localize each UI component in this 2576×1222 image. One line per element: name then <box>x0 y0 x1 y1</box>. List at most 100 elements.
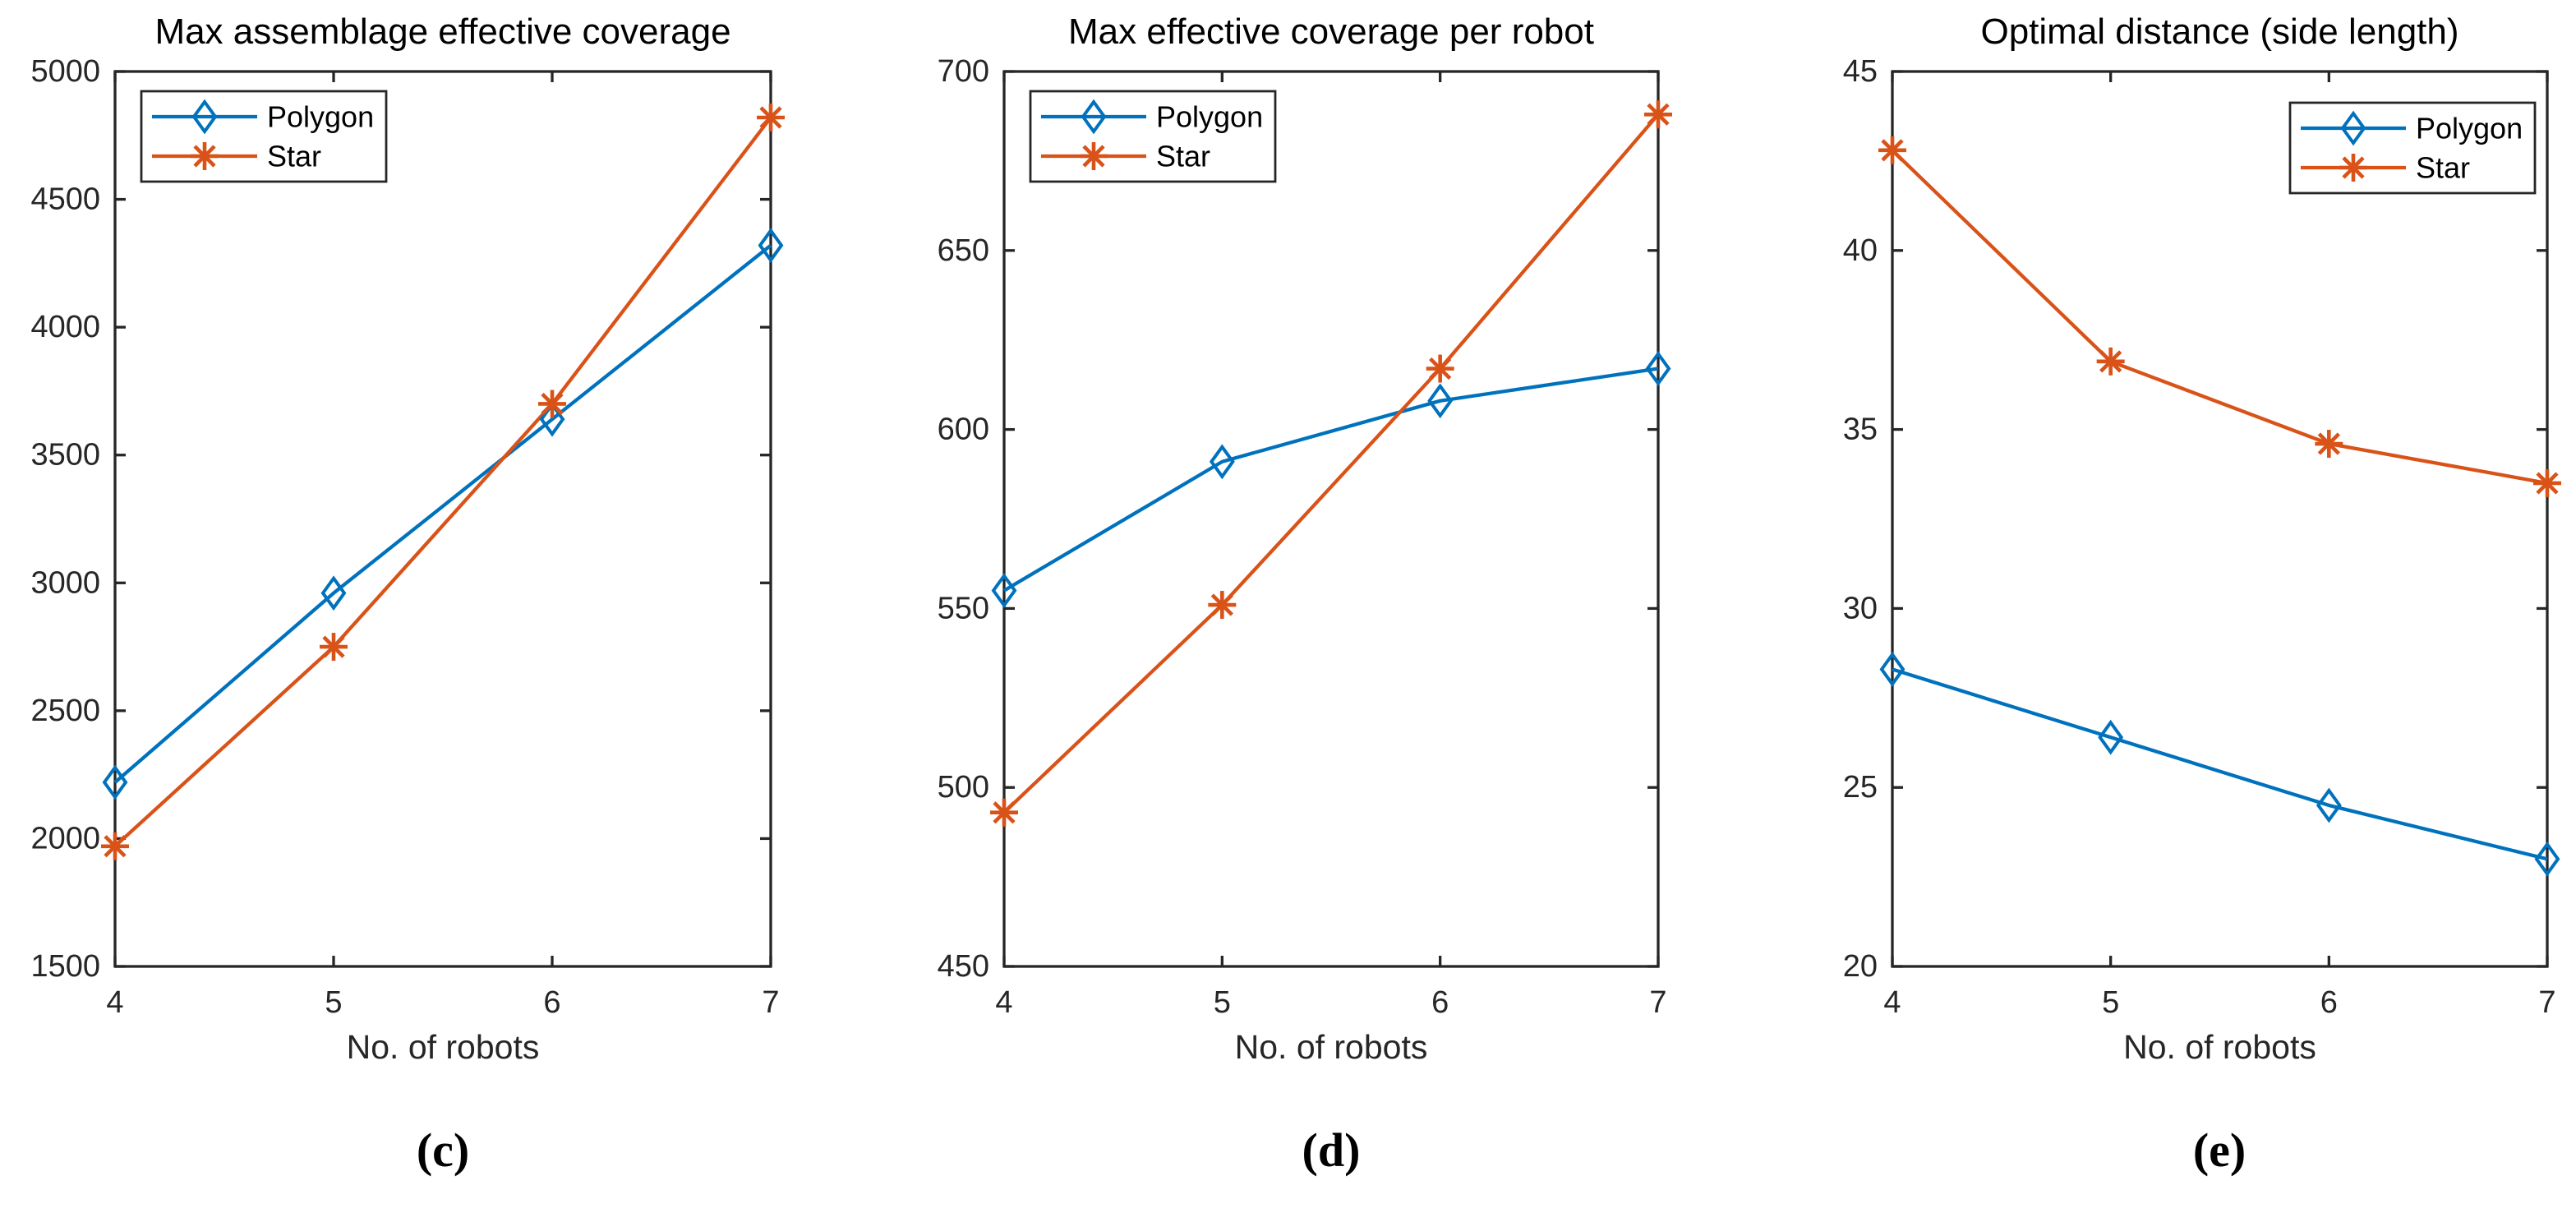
legend-box <box>140 90 388 183</box>
y-tick-label: 1500 <box>30 949 100 984</box>
x-axis-label: No. of robots <box>2123 1028 2316 1066</box>
series-line-polygon <box>113 243 772 784</box>
asterisk-arm <box>1082 145 1105 168</box>
series-marker-polygon <box>2316 787 2342 823</box>
y-tick-label: 4500 <box>30 182 100 217</box>
x-tick-label: 6 <box>543 985 560 1020</box>
series-marker-polygon <box>1645 351 1671 386</box>
series-marker-star <box>1426 354 1454 383</box>
caption-e: (e) <box>2192 1123 2247 1177</box>
series-marker-polygon <box>1209 444 1235 480</box>
series-line-star <box>113 116 772 848</box>
y-tick-label: 450 <box>938 949 989 984</box>
y-tick-label: 600 <box>938 413 989 447</box>
asterisk-arm <box>2536 472 2559 495</box>
series-marker-star <box>538 390 566 418</box>
x-tick-label: 6 <box>2320 985 2338 1020</box>
y-tick-label: 500 <box>938 770 989 805</box>
series-marker-polygon <box>1879 652 1906 687</box>
legend-box <box>2288 101 2537 195</box>
series-marker-polygon <box>991 573 1017 609</box>
series-marker-star <box>2315 430 2343 459</box>
asterisk-arm <box>2317 432 2340 455</box>
series-marker-star <box>1644 100 1672 129</box>
x-tick-label: 7 <box>762 985 779 1020</box>
chart-title: Max effective coverage per robot <box>1068 12 1594 52</box>
series-marker-star <box>757 104 785 132</box>
x-tick-label: 7 <box>1649 985 1666 1020</box>
x-axis-label: No. of robots <box>347 1028 540 1066</box>
series-marker-polygon <box>102 764 128 800</box>
asterisk-arm <box>1881 139 1904 162</box>
y-tick-label: 40 <box>1843 233 1878 268</box>
series-marker-star <box>1208 591 1237 620</box>
legend-label-star: Star <box>267 140 321 173</box>
y-tick-label: 650 <box>938 233 989 268</box>
y-tick-label: 550 <box>938 591 989 625</box>
y-tick-label: 20 <box>1843 949 1878 984</box>
legend-label-polygon: Polygon <box>267 100 374 134</box>
y-tick-label: 700 <box>938 54 989 89</box>
y-tick-label: 45 <box>1843 54 1878 89</box>
legend-marker-polygon <box>191 99 218 135</box>
y-tick-label: 5000 <box>30 54 100 89</box>
legend-marker-polygon <box>1081 99 1107 135</box>
series-marker-polygon <box>2534 841 2560 877</box>
series-line-star <box>1891 149 2548 486</box>
plot-frame <box>113 70 772 968</box>
chart-d: 450 500 550 600 650 700 4 5 6 7 Max effective cove… <box>938 12 1672 1066</box>
legend-box <box>1029 90 1277 183</box>
asterisk-arm <box>193 145 216 168</box>
x-axis-label: No. of robots <box>1235 1028 1428 1066</box>
chart-title: Max assemblage effective coverage <box>154 12 730 52</box>
series-marker-polygon <box>758 228 784 263</box>
series-marker-polygon <box>1427 383 1454 419</box>
asterisk-arm <box>2099 350 2122 373</box>
x-tick-label: 7 <box>2538 985 2555 1020</box>
legend-marker-polygon <box>2340 110 2366 146</box>
legend-label-polygon: Polygon <box>2416 112 2523 145</box>
caption-d: (d) <box>1302 1123 1361 1177</box>
series-marker-polygon <box>539 401 565 437</box>
asterisk-arm <box>1429 357 1452 380</box>
chart-title: Optimal distance (side length) <box>1980 12 2458 52</box>
y-tick-label: 4000 <box>30 310 100 344</box>
x-tick-label: 5 <box>2102 985 2119 1020</box>
asterisk-arm <box>322 635 345 658</box>
series-marker-polygon <box>320 575 347 611</box>
asterisk-arm <box>759 106 782 129</box>
series-line-polygon <box>1002 367 1659 593</box>
asterisk-arm <box>541 392 564 416</box>
y-tick-label: 2000 <box>30 821 100 855</box>
series-line-polygon <box>1892 667 2548 861</box>
legend-marker-star <box>2339 154 2367 182</box>
legend-marker-star <box>1080 142 1108 170</box>
legend: Polygon Star <box>1029 90 1277 183</box>
plot-frame <box>1891 70 2549 968</box>
series-marker-star <box>1878 136 1906 164</box>
series-marker-star <box>101 832 129 860</box>
asterisk-arm <box>104 835 127 858</box>
x-tick-label: 4 <box>995 985 1012 1020</box>
legend: Polygon Star <box>140 90 388 183</box>
x-tick-label: 5 <box>325 985 342 1020</box>
series-marker-star <box>2096 347 2125 376</box>
x-tick-label: 4 <box>106 985 123 1020</box>
asterisk-arm <box>1210 593 1233 616</box>
y-tick-label: 25 <box>1843 770 1878 805</box>
caption-c: (c) <box>416 1123 470 1177</box>
legend-label-star: Star <box>2416 151 2470 185</box>
asterisk-arm <box>2342 156 2365 179</box>
series-marker-polygon <box>2098 719 2124 755</box>
x-tick-label: 6 <box>1431 985 1449 1020</box>
x-tick-label: 5 <box>1214 985 1231 1020</box>
plot-frame <box>1002 70 1660 968</box>
chart-c: 1500 2000 2500 3000 3500 4000 4500 5000 4 5 6 7 Max … <box>30 12 785 1066</box>
asterisk-arm <box>993 801 1016 824</box>
y-tick-label: 30 <box>1843 591 1878 625</box>
legend: Polygon Star <box>2288 101 2537 195</box>
series-marker-star <box>990 798 1018 827</box>
